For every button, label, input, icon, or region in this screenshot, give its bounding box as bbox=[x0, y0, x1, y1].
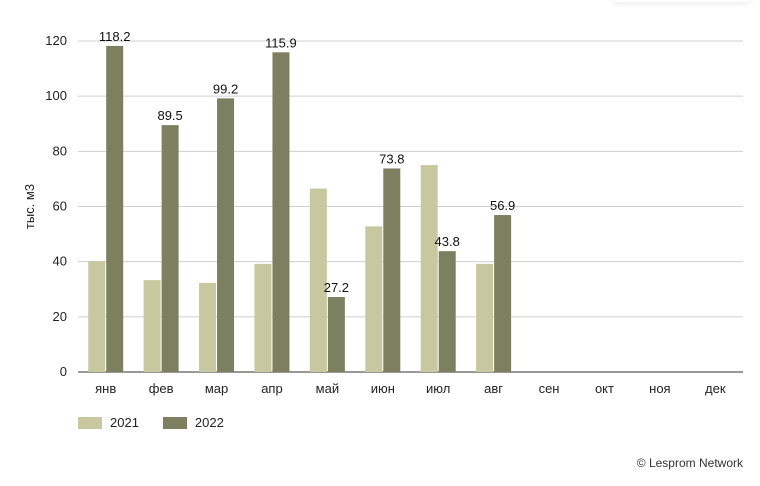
legend-item-2021[interactable]: 2021 bbox=[78, 415, 139, 430]
bar-2021-мар[interactable] bbox=[199, 282, 217, 372]
x-tick-label: янв bbox=[95, 381, 116, 396]
legend-label-2022: 2022 bbox=[194, 415, 224, 430]
data-label-2022-авг: 56.9 bbox=[490, 198, 515, 213]
data-label-2022-июл: 43.8 bbox=[435, 234, 460, 249]
y-axis: 0 20 40 60 80 100 120 bbox=[45, 33, 67, 379]
legend: 2021 2022 bbox=[78, 415, 224, 430]
bar-2022-май[interactable] bbox=[327, 296, 345, 372]
x-tick-label: мар bbox=[205, 381, 228, 396]
legend-swatch-2022 bbox=[162, 416, 187, 429]
x-tick-label: фев bbox=[149, 381, 174, 396]
legend-item-2022[interactable]: 2022 bbox=[162, 415, 224, 430]
legend-label-2021: 2021 bbox=[110, 415, 139, 430]
x-tick-label: июн bbox=[371, 381, 395, 396]
y-axis-title: тыс. м3 bbox=[22, 184, 37, 229]
top-panel-shadow bbox=[612, 0, 752, 2]
y-tick-label: 40 bbox=[53, 254, 67, 269]
y-tick-label: 80 bbox=[53, 143, 67, 158]
data-label-2022-май: 27.2 bbox=[324, 280, 349, 295]
bar-2021-фев[interactable] bbox=[143, 280, 161, 372]
bar-2022-фев[interactable] bbox=[161, 125, 179, 372]
data-label-2022-апр: 115.9 bbox=[265, 35, 297, 50]
credit-text: © Lesprom Network bbox=[636, 456, 743, 470]
x-tick-label: дек bbox=[705, 381, 726, 396]
y-tick-label: 100 bbox=[45, 88, 67, 103]
x-tick-label: апр bbox=[261, 381, 283, 396]
bar-2022-авг[interactable] bbox=[494, 215, 512, 372]
x-tick-label: авг bbox=[484, 381, 503, 396]
data-labels: 118.2 89.5 99.2 115.9 27.2 73.8 43.8 56.9 bbox=[99, 29, 515, 295]
x-tick-label: июл bbox=[426, 381, 450, 396]
data-label-2022-июн: 73.8 bbox=[379, 151, 404, 166]
data-label-2022-мар: 99.2 bbox=[213, 81, 238, 96]
bar-2021-июл[interactable] bbox=[420, 165, 438, 372]
y-tick-label: 20 bbox=[53, 309, 67, 324]
bars bbox=[88, 45, 512, 373]
legend-swatch-2021 bbox=[78, 416, 102, 429]
data-label-2022-янв: 118.2 bbox=[99, 29, 131, 44]
y-tick-label: 60 bbox=[53, 199, 67, 214]
bar-2022-мар[interactable] bbox=[217, 98, 235, 372]
y-tick-label: 120 bbox=[45, 33, 67, 48]
bar-2021-янв[interactable] bbox=[88, 261, 106, 372]
bar-2021-июн[interactable] bbox=[365, 226, 383, 372]
bar-2021-авг[interactable] bbox=[476, 263, 494, 372]
x-tick-label: май bbox=[316, 381, 339, 396]
x-axis: янв фев мар апр май июн июл авг сен окт ноя дек bbox=[95, 381, 726, 396]
grid-lines bbox=[78, 40, 743, 373]
x-tick-label: ноя bbox=[649, 381, 670, 396]
bar-2022-июн[interactable] bbox=[383, 168, 401, 372]
bar-2022-янв[interactable] bbox=[106, 45, 124, 373]
bar-2021-апр[interactable] bbox=[254, 263, 272, 372]
bar-2022-апр[interactable] bbox=[272, 52, 290, 372]
x-tick-label: сен bbox=[539, 381, 560, 396]
bar-2022-июл[interactable] bbox=[438, 251, 456, 372]
y-tick-label: 0 bbox=[60, 364, 67, 379]
x-tick-label: окт bbox=[595, 381, 614, 396]
bar-2021-май[interactable] bbox=[309, 188, 327, 372]
data-label-2022-фев: 89.5 bbox=[157, 108, 182, 123]
